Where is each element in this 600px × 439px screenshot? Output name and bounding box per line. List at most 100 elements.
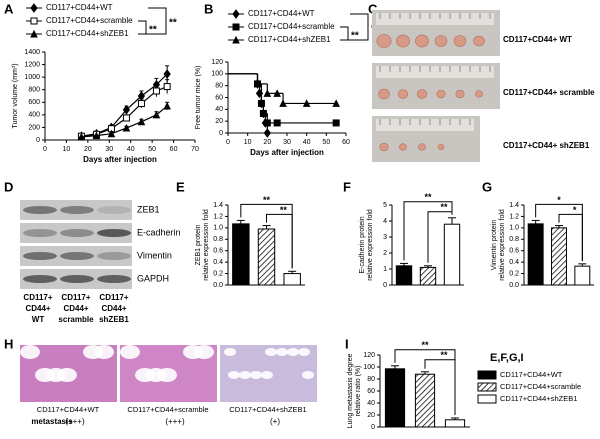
panel-label: D: [4, 179, 13, 194]
x-tick-label: 20: [263, 139, 271, 146]
y-tick-label: 0.0: [213, 282, 223, 289]
alveolus: [250, 371, 262, 379]
marker: [163, 69, 171, 79]
alveolus: [20, 345, 40, 359]
significance-label: **: [424, 192, 432, 202]
y-tick-label: 0.8: [213, 236, 223, 243]
y-tick-label: 0.8: [509, 236, 519, 243]
marker: [152, 110, 161, 119]
band-label: ZEB1: [137, 204, 160, 214]
y-tick-label: 0: [219, 130, 223, 137]
y-axis-label: relative expression fold: [499, 209, 506, 281]
bar: [443, 223, 461, 286]
marker: [257, 99, 265, 107]
lane-label: CD117+: [61, 293, 90, 302]
bar: [395, 265, 413, 286]
photo-label: CD117+CD44+ scramble: [503, 88, 595, 97]
y-tick-label: 1.4: [213, 202, 223, 209]
tumor: [434, 35, 448, 47]
y-tick-label: 100: [211, 71, 223, 78]
x-tick-label: 50: [148, 146, 156, 153]
legend-swatch: [477, 382, 497, 392]
marker: [107, 129, 116, 138]
lane-label: CD44+: [101, 304, 126, 313]
alveolus: [135, 368, 155, 382]
y-tick-label: 1200: [24, 61, 40, 68]
marker: [92, 131, 101, 140]
marker: [232, 9, 240, 19]
x-tick-label: 70: [191, 146, 199, 153]
x-tick-label: 10: [244, 139, 252, 146]
marker: [137, 100, 145, 108]
marker: [332, 119, 340, 127]
bar: [257, 228, 276, 286]
alveolus: [35, 368, 55, 382]
panel-label: C: [368, 1, 378, 16]
panel-label: B: [204, 1, 213, 16]
band-label: GAPDH: [137, 273, 169, 283]
x-tick-label: 40: [127, 146, 135, 153]
alveolus: [83, 345, 103, 359]
y-tick-label: 0.4: [213, 259, 223, 266]
marker: [263, 119, 271, 127]
legend-label: CD117+CD44+scramble: [500, 382, 581, 391]
y-tick-label: 120: [211, 59, 223, 66]
y-tick-label: 120: [363, 352, 375, 359]
marker: [122, 123, 131, 132]
blot-band: [23, 206, 57, 214]
metastasis-grade: (+++): [65, 417, 85, 426]
y-tick-label: 100: [363, 364, 375, 371]
significance-label: **: [421, 340, 429, 350]
significance-label: *: [573, 205, 577, 215]
x-tick-label: 0: [226, 139, 230, 146]
x-tick-label: 60: [342, 139, 350, 146]
significance-bracket: [266, 213, 293, 269]
panel-label: H: [4, 336, 13, 351]
panel-label: G: [482, 179, 492, 194]
alveolus: [265, 348, 277, 356]
y-axis-label: relative expression fold: [367, 209, 374, 281]
x-axis-label: Days after injection: [250, 148, 324, 157]
bar: [574, 265, 591, 286]
metastasis-grade: (+): [270, 417, 280, 426]
significance-bracket: [348, 13, 369, 41]
significance-label: **: [263, 195, 271, 205]
marker: [30, 3, 38, 13]
tumor: [475, 90, 483, 98]
x-tick-label: 50: [322, 139, 330, 146]
band-label: Vimentin: [137, 250, 172, 260]
legend-label: CD117+CD44+shZEB1: [248, 35, 331, 44]
alveolus: [239, 371, 251, 379]
tumor: [455, 89, 465, 99]
blot-band: [23, 275, 57, 283]
tumor: [436, 89, 446, 99]
y-tick-label: 600: [28, 99, 40, 106]
blot-band: [60, 252, 94, 260]
legend-swatch: [477, 394, 497, 404]
significance-bracket: [558, 213, 583, 261]
marker: [232, 23, 240, 31]
ruler: [376, 66, 494, 78]
y-axis-label: ZEB1 protein: [195, 224, 202, 265]
marker: [273, 89, 281, 97]
significance-label: *: [557, 195, 561, 205]
lane-label: CD44+: [63, 304, 88, 313]
marker: [259, 109, 267, 117]
marker: [122, 104, 131, 115]
y-tick-label: 0: [383, 282, 387, 289]
significance-label: **: [169, 18, 177, 29]
y-tick-label: 1.0: [509, 225, 519, 232]
significance-bracket: [403, 201, 453, 261]
alveolus: [120, 345, 140, 359]
marker: [137, 117, 146, 126]
bar: [527, 223, 544, 286]
panel-label: E: [176, 179, 185, 194]
lane-label: shZEB1: [99, 315, 129, 324]
alveolus: [302, 371, 314, 379]
lane-label: CD117+: [23, 293, 52, 302]
legend-label: CD117+CD44+scramble: [248, 22, 335, 31]
blot-band: [97, 229, 131, 237]
tumor: [397, 89, 409, 99]
alveolus: [261, 371, 273, 379]
